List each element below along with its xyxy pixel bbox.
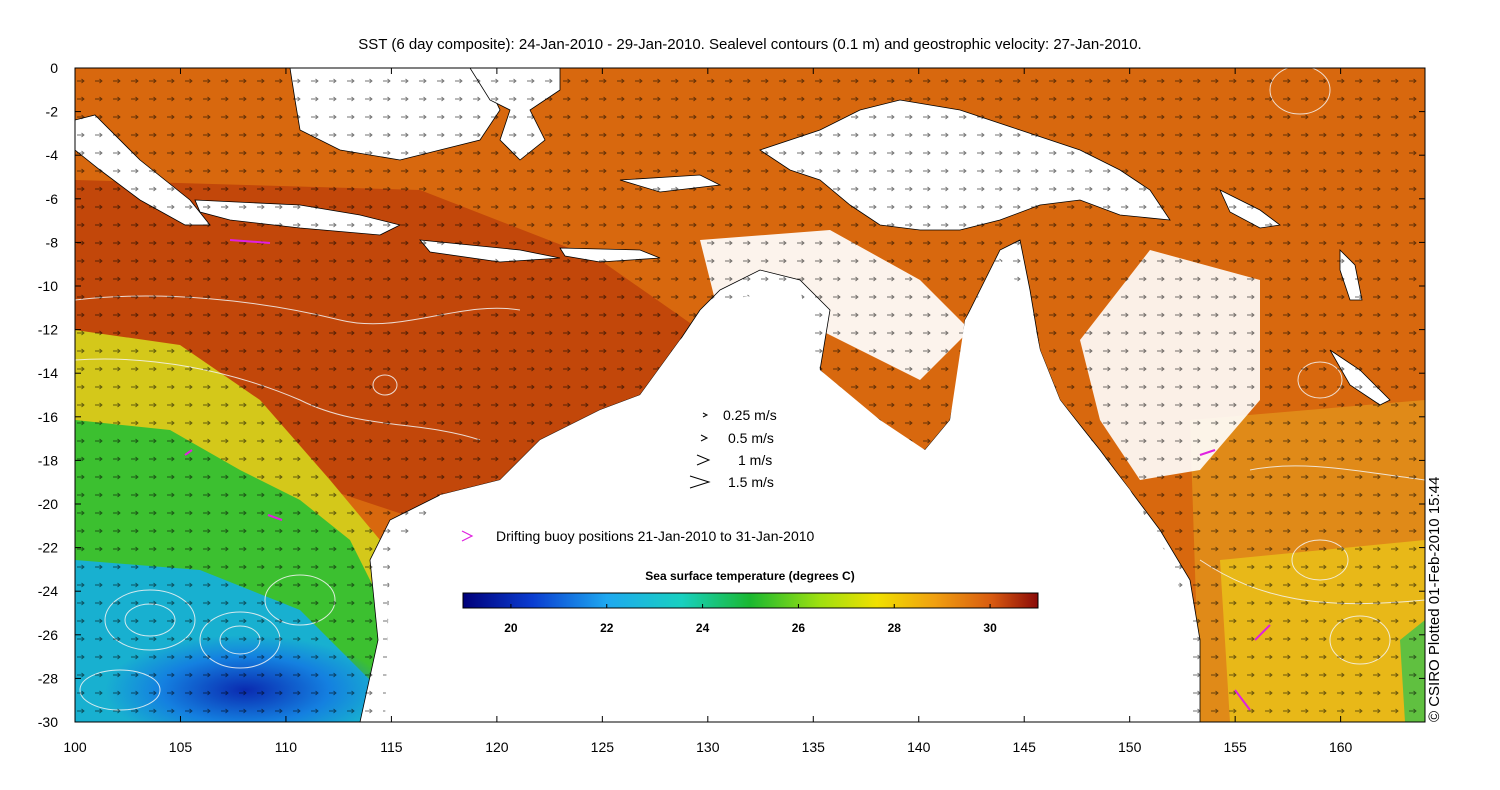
velocity-arrow-0-5	[700, 434, 709, 442]
x-tick-label: 155	[1223, 739, 1247, 755]
velocity-label-0-25: 0.25 m/s	[723, 407, 777, 423]
y-tick-label: -16	[38, 409, 58, 425]
credit-label: © CSIRO Plotted 01-Feb-2010 15:44	[1426, 476, 1443, 722]
y-tick-label: -30	[38, 714, 58, 730]
colorbar-tick-label: 28	[888, 621, 902, 635]
x-tick-label: 120	[485, 739, 509, 755]
y-tick-label: -20	[38, 496, 58, 512]
x-tick-label: 135	[802, 739, 826, 755]
tick-marks	[74, 67, 1425, 723]
y-tick-label: -4	[46, 147, 59, 163]
x-tick-label: 115	[380, 739, 403, 755]
velocity-arrow-1	[696, 454, 711, 466]
x-tick-label: 100	[63, 739, 87, 755]
colorbar-tick-label: 20	[504, 621, 518, 635]
x-tick-label: 105	[169, 739, 193, 755]
y-tick-label: -12	[38, 322, 58, 338]
y-axis-tick-labels: 0 -2 -4 -6 -8 -10 -12 -14 -16 -18 -20 -22 -24 -26 -28 -…	[38, 60, 58, 730]
buoy-symbol	[461, 530, 474, 542]
y-tick-label: -18	[38, 452, 58, 468]
sst-field	[75, 68, 1425, 722]
velocity-legend: 0.25 m/s 0.5 m/s 1 m/s 1.5 m/s	[689, 407, 777, 490]
plot-frame	[74, 67, 1426, 723]
colorbar-gradient	[462, 592, 1039, 609]
velocity-label-1: 1 m/s	[738, 452, 772, 468]
x-tick-label: 130	[696, 739, 720, 755]
colorbar-tick-label: 22	[600, 621, 614, 635]
y-tick-label: -26	[38, 627, 58, 643]
velocity-arrow-1-5	[689, 475, 711, 489]
x-tick-label: 110	[275, 739, 298, 755]
sst-colorbar: Sea surface temperature (degrees C) 20 22…	[462, 569, 1039, 635]
x-axis-tick-labels: 100 105 110 115 120 125 130 135 140 145 150 155 160	[63, 739, 1352, 755]
colorbar-tick-label: 24	[696, 621, 710, 635]
y-tick-label: -22	[38, 540, 58, 556]
y-tick-label: -6	[46, 191, 59, 207]
buoy-legend: Drifting buoy positions 21-Jan-2010 to 3…	[461, 528, 815, 544]
y-tick-label: -28	[38, 670, 58, 686]
colorbar-title: Sea surface temperature (degrees C)	[645, 569, 854, 583]
buoy-legend-label: Drifting buoy positions 21-Jan-2010 to 3…	[496, 528, 815, 544]
velocity-arrow-0-25	[702, 412, 709, 418]
velocity-label-1-5: 1.5 m/s	[728, 474, 774, 490]
colorbar-tick-label: 30	[983, 621, 997, 635]
x-tick-label: 125	[591, 739, 615, 755]
y-tick-label: -8	[46, 234, 59, 250]
y-tick-label: -14	[38, 365, 58, 381]
x-tick-label: 140	[907, 739, 931, 755]
y-tick-label: -24	[38, 583, 58, 599]
buoy-tracks	[184, 239, 1271, 711]
x-tick-label: 150	[1118, 739, 1142, 755]
colorbar-tick-label: 26	[792, 621, 806, 635]
velocity-label-0-5: 0.5 m/s	[728, 430, 774, 446]
map-title: SST (6 day composite): 24-Jan-2010 - 29-…	[358, 36, 1142, 53]
colorbar-ticks: 20 22 24 26 28 30	[504, 604, 997, 635]
x-tick-label: 145	[1013, 739, 1037, 755]
x-tick-label: 160	[1329, 739, 1353, 755]
y-tick-label: 0	[50, 60, 58, 76]
y-tick-label: -2	[46, 104, 59, 120]
y-tick-label: -10	[38, 278, 58, 294]
